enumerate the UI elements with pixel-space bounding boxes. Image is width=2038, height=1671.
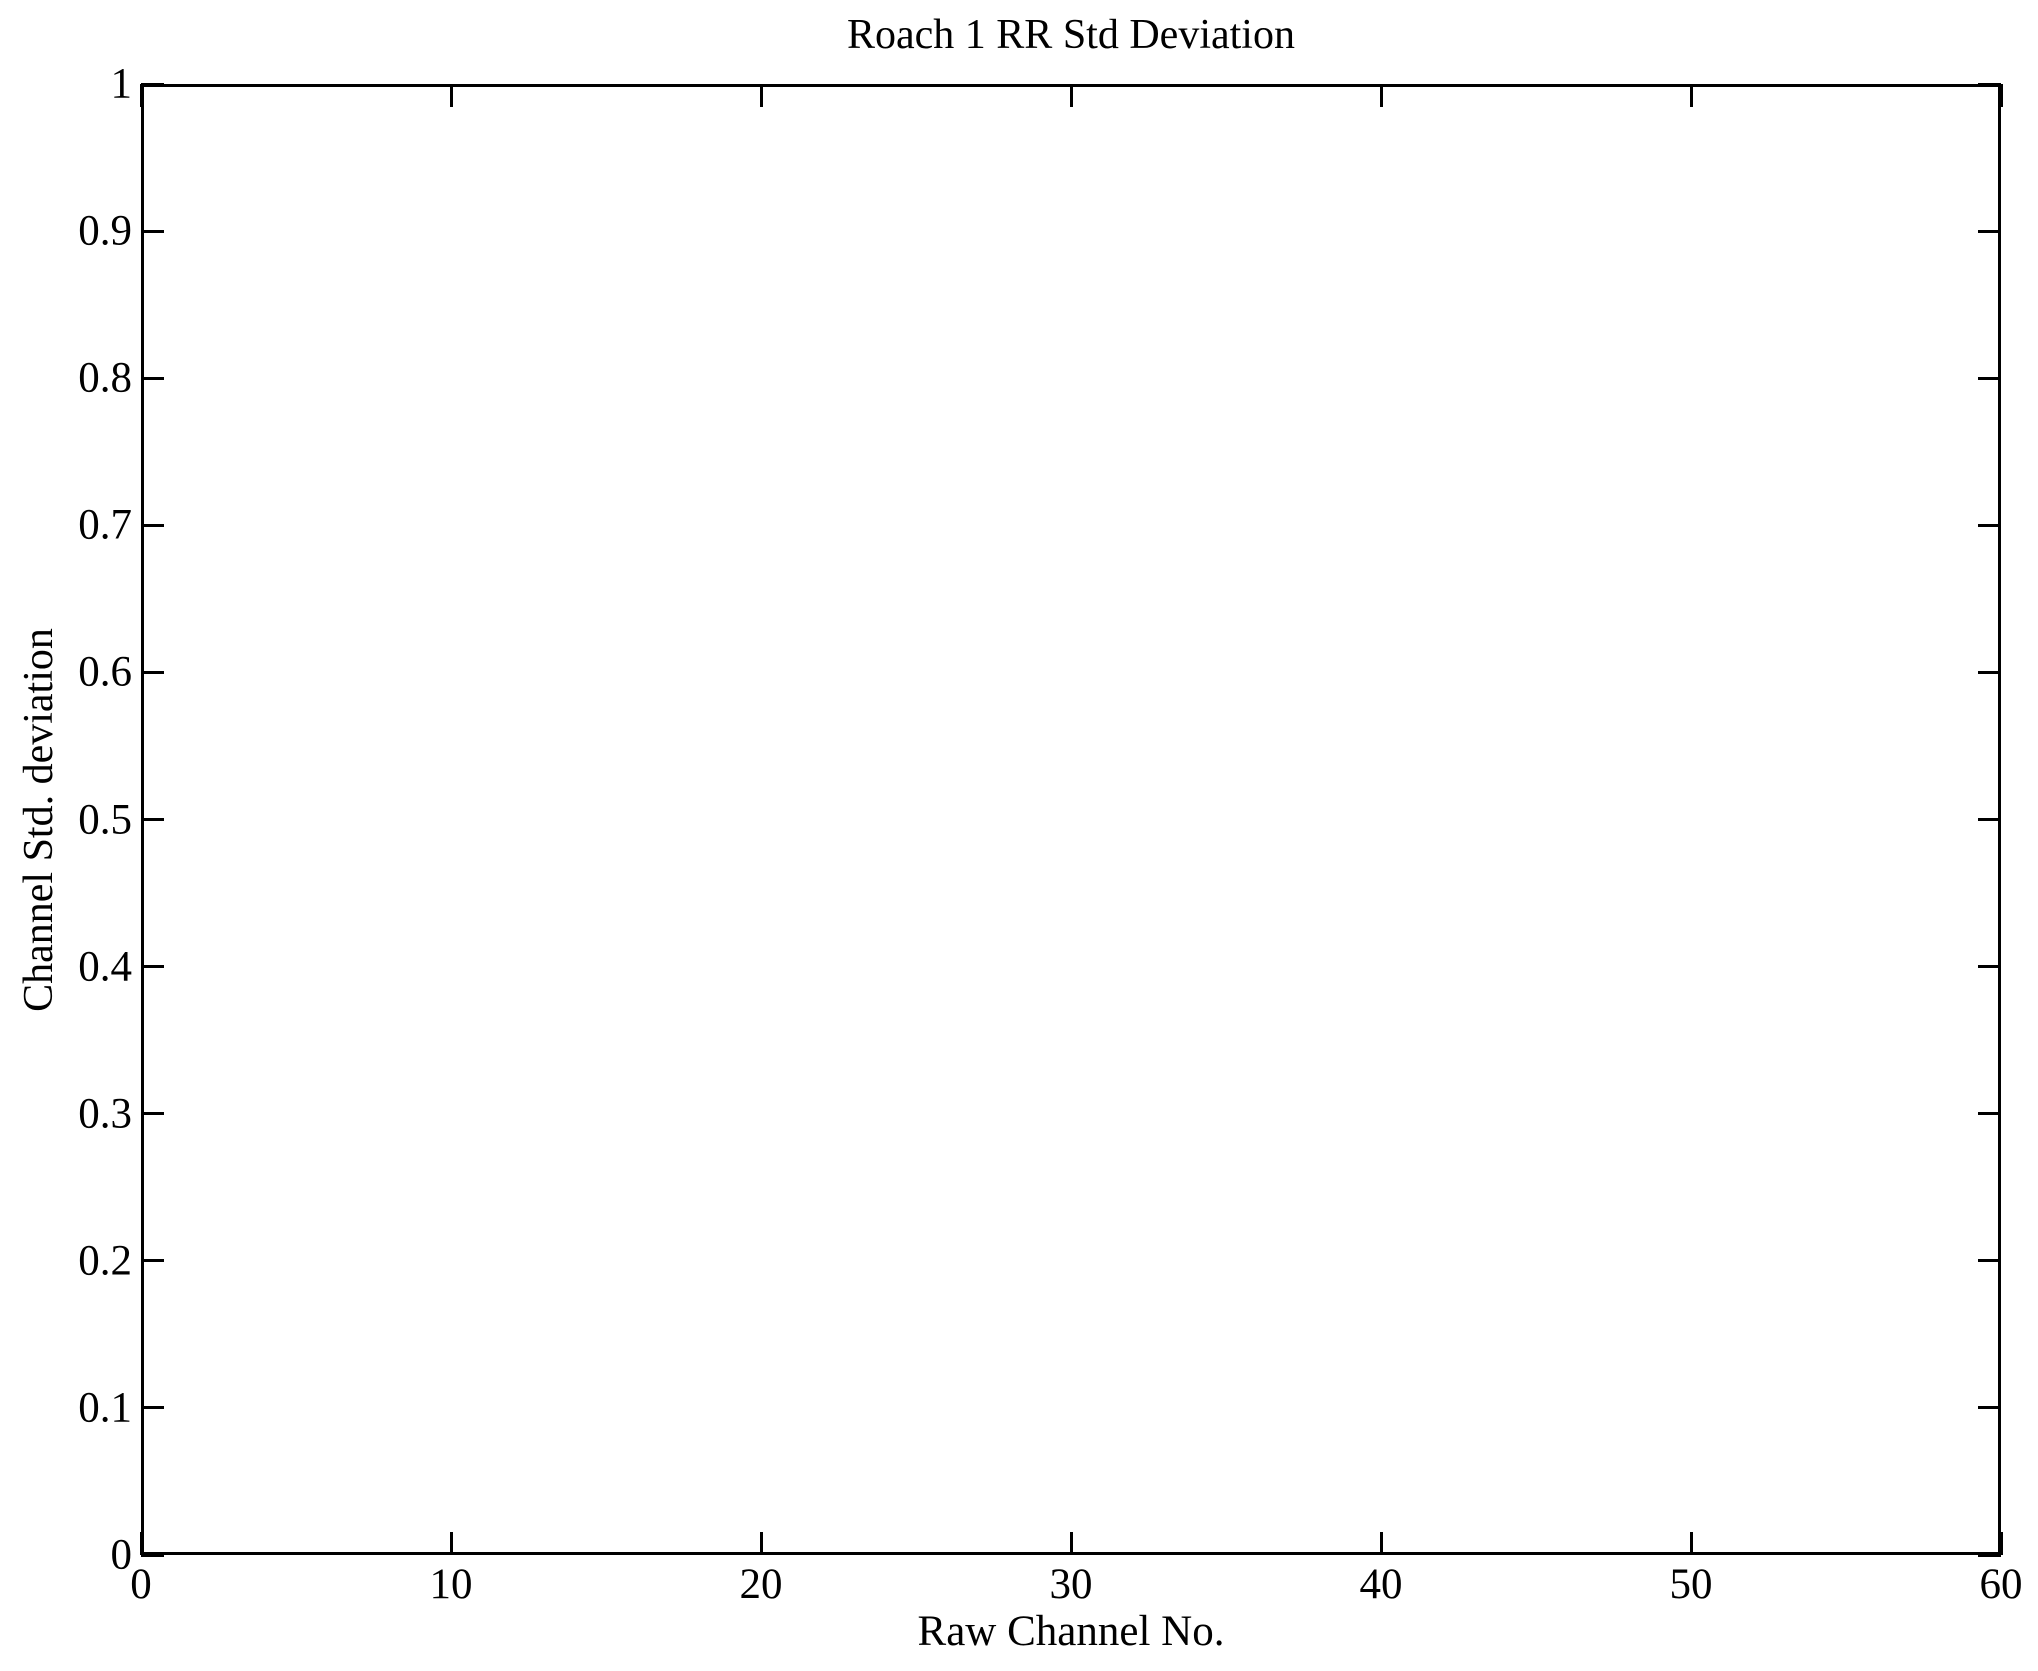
y-tick-label: 0.5 — [78, 796, 132, 843]
x-tick-mark — [1999, 84, 2003, 107]
y-tick-mark — [1978, 965, 2001, 969]
y-tick-mark — [1978, 376, 2001, 380]
y-tick-mark — [1978, 523, 2001, 527]
y-tick-label: 0.1 — [78, 1384, 132, 1432]
x-tick-label: 10 — [429, 1561, 473, 1608]
plot-frame — [141, 84, 2001, 1555]
y-tick-mark — [141, 965, 164, 969]
y-tick-mark — [141, 376, 164, 380]
y-tick-mark — [1978, 818, 2001, 821]
x-tick-mark — [1069, 84, 1073, 107]
y-tick-mark — [141, 1259, 164, 1263]
x-axis-label: Raw Channel No. — [917, 1608, 1225, 1655]
y-tick-mark — [1978, 229, 2001, 233]
y-tick-mark — [141, 523, 164, 527]
y-tick-mark — [141, 1406, 164, 1410]
x-tick-mark — [1379, 84, 1383, 107]
y-tick-mark — [1978, 82, 2001, 86]
x-tick-mark — [759, 1532, 763, 1555]
x-tick-mark — [1999, 1532, 2003, 1555]
x-tick-label: 0 — [130, 1561, 152, 1608]
x-tick-mark — [1689, 84, 1693, 107]
x-tick-mark — [449, 1532, 453, 1555]
x-tick-label: 50 — [1669, 1561, 1713, 1608]
y-tick-mark — [1978, 1406, 2001, 1410]
y-tick-label: 0.2 — [78, 1237, 132, 1285]
x-tick-mark — [1069, 1532, 1073, 1555]
y-tick-label: 0.7 — [78, 501, 132, 549]
y-tick-label: 0.8 — [78, 354, 132, 402]
y-tick-label: 0.9 — [78, 207, 132, 255]
y-tick-mark — [141, 818, 164, 821]
y-tick-mark — [1978, 1112, 2001, 1116]
x-tick-mark — [1689, 1532, 1693, 1555]
y-tick-mark — [141, 670, 164, 674]
x-tick-mark — [139, 1532, 143, 1555]
y-tick-mark — [141, 82, 164, 86]
x-tick-label: 40 — [1359, 1561, 1403, 1608]
y-tick-mark — [1978, 1259, 2001, 1263]
y-tick-mark — [1978, 670, 2001, 674]
y-tick-label: 0 — [110, 1531, 133, 1579]
y-tick-mark — [141, 1553, 164, 1557]
x-tick-mark — [1379, 1532, 1383, 1555]
y-tick-label: 0.4 — [78, 943, 132, 991]
x-tick-label: 30 — [1049, 1561, 1093, 1608]
y-tick-mark — [141, 1112, 164, 1116]
y-tick-mark — [141, 229, 164, 233]
y-tick-label: 0.3 — [78, 1090, 132, 1138]
x-tick-mark — [449, 84, 453, 107]
x-tick-mark — [759, 84, 763, 107]
y-tick-label: 1 — [110, 60, 133, 108]
plot-area — [139, 82, 2003, 1557]
x-tick-mark — [139, 84, 143, 107]
y-tick-label: 0.6 — [78, 648, 132, 696]
y-tick-mark — [1978, 1553, 2001, 1557]
chart-title: Roach 1 RR Std Deviation — [847, 12, 1295, 58]
x-tick-label: 20 — [739, 1561, 783, 1608]
x-tick-label: 60 — [1979, 1561, 2023, 1608]
